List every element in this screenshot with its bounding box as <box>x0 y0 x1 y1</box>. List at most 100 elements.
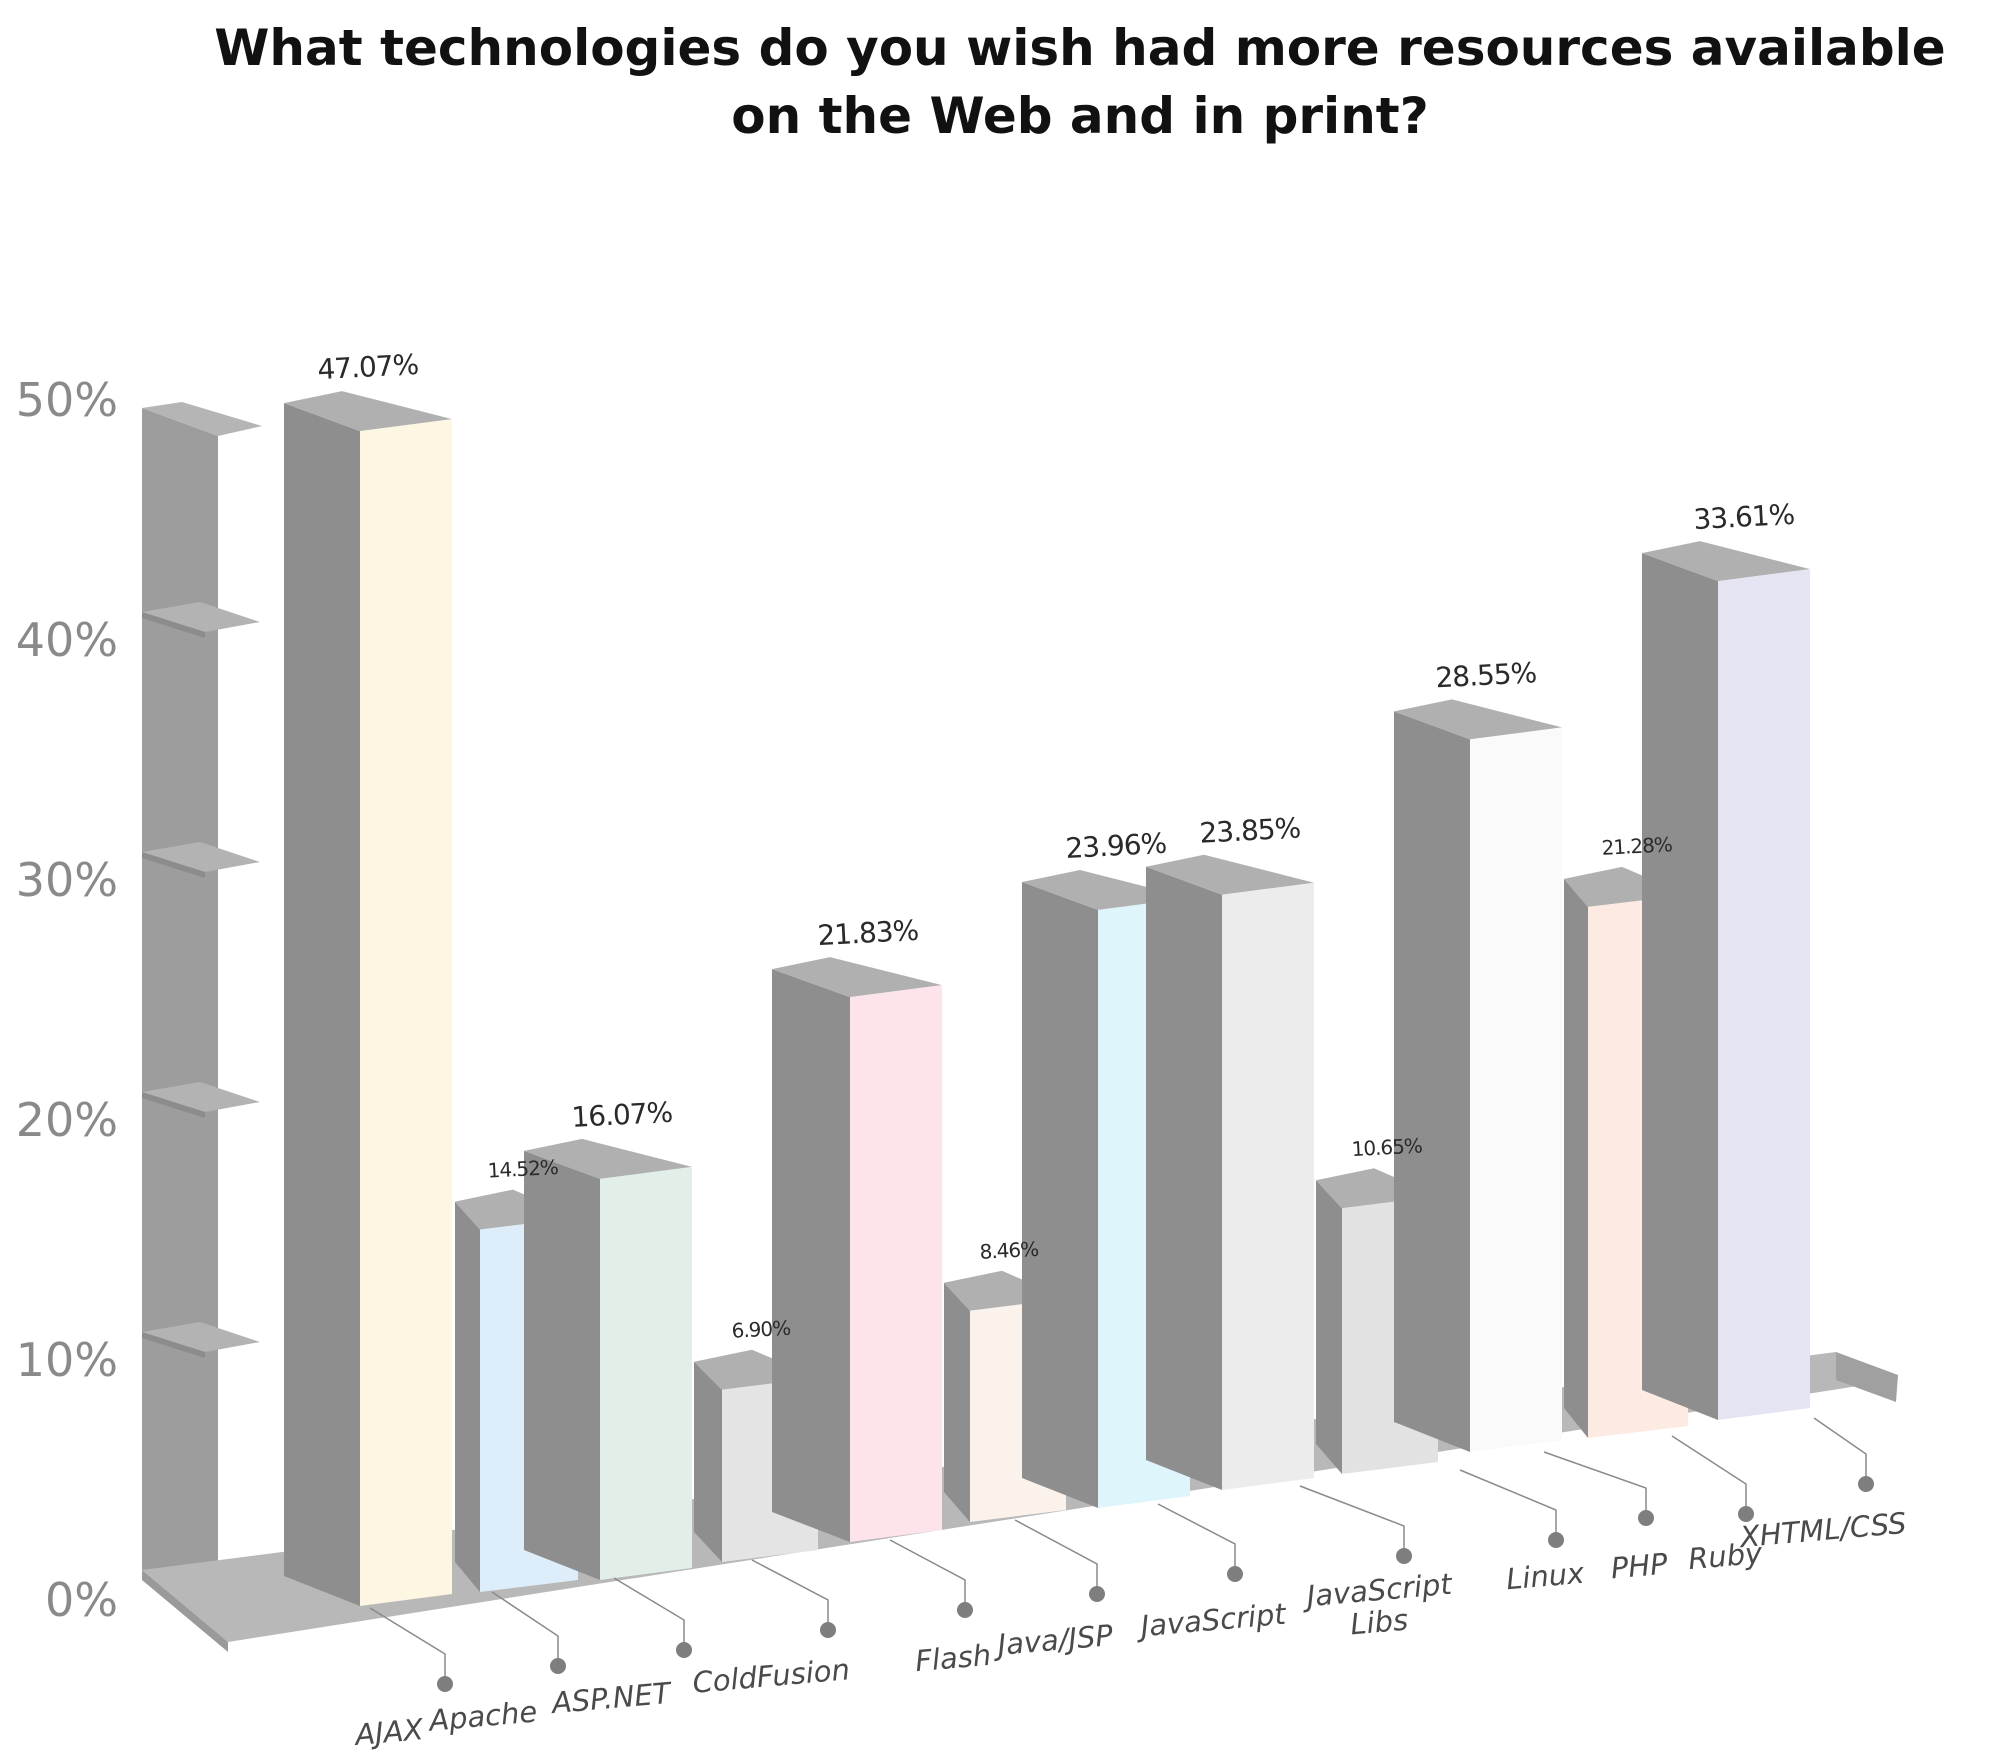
category-label-group: ColdFusion <box>691 1559 851 1700</box>
bar-top <box>524 1138 692 1179</box>
category-leader-line <box>1543 1451 1647 1518</box>
bars-layer <box>284 391 1810 1607</box>
bar-side <box>772 969 850 1542</box>
bar-side <box>944 1282 970 1522</box>
bar-value-label: 16.07% <box>571 1096 674 1134</box>
y-axis-wall-top <box>142 402 262 436</box>
bar-top <box>1642 541 1810 582</box>
y-tick-label: 30% <box>16 853 118 907</box>
category-leader-dot <box>1638 1510 1654 1526</box>
category-leader-dot <box>1738 1506 1754 1522</box>
category-label-group: Java/JSP <box>991 1519 1115 1662</box>
category-leader-dot <box>1548 1532 1564 1548</box>
category-leader-dot <box>1396 1548 1412 1564</box>
category-leader-dot <box>676 1642 692 1658</box>
category-leader-dot <box>550 1658 566 1674</box>
bar-front <box>1470 727 1562 1452</box>
category-leader-dot <box>820 1622 836 1638</box>
y-gridline-shelf-edge <box>142 612 205 638</box>
bar-value-label: 28.55% <box>1435 656 1538 694</box>
category-label-group: JavaScript <box>1134 1503 1289 1644</box>
bar-value-label: 14.52% <box>487 1155 558 1183</box>
y-tick-label: 40% <box>16 613 118 667</box>
category-label: JavaScript <box>1134 1597 1288 1644</box>
bar-value-label: 6.90% <box>731 1316 791 1343</box>
bar-side <box>1394 711 1470 1452</box>
bar-side <box>1564 878 1588 1438</box>
bar-front <box>850 985 942 1542</box>
category-label: Apache <box>426 1694 539 1737</box>
category-label: Ruby <box>1687 1536 1765 1576</box>
floor-front-edge <box>142 1570 228 1652</box>
category-leader-line <box>1459 1469 1557 1540</box>
category-leader-line <box>1671 1435 1747 1514</box>
category-leader-line <box>751 1559 829 1630</box>
y-gridline-shelf <box>142 602 260 632</box>
bar-value-label: 47.07% <box>317 348 420 386</box>
category-label: PHP <box>1609 1547 1669 1586</box>
bar-front <box>1718 569 1810 1420</box>
chart-title-line-1: What technologies do you wish had more r… <box>214 19 1946 77</box>
y-tick-label: 50% <box>16 373 118 427</box>
chart-title: What technologies do you wish had more r… <box>0 14 2000 150</box>
category-leader-line <box>1813 1417 1867 1484</box>
y-tick-label: 20% <box>16 1093 118 1147</box>
bar-front <box>600 1166 692 1580</box>
category-label-group: Apache <box>426 1591 566 1738</box>
category-label-group: AJAX <box>352 1607 453 1752</box>
y-tick-label: 0% <box>45 1573 118 1627</box>
category-leader-dot <box>1089 1586 1105 1602</box>
bar <box>284 391 452 1607</box>
bar-side <box>1146 866 1222 1490</box>
y-gridline-shelf-edge <box>142 1332 205 1358</box>
category-label-group: XHTML/CSS <box>1737 1417 1908 1554</box>
y-gridline-shelf <box>142 842 260 872</box>
bar-top <box>772 957 942 998</box>
category-label: AJAX <box>352 1712 426 1752</box>
category-label: Linux <box>1505 1556 1587 1597</box>
bar-side <box>455 1201 480 1592</box>
floor-end <box>1836 1352 1898 1402</box>
category-leader-line <box>1157 1503 1236 1574</box>
category-leader-line <box>613 1577 685 1650</box>
category-label-group: PHP <box>1543 1451 1669 1586</box>
bar-side <box>694 1361 722 1562</box>
category-leader-dot <box>1227 1566 1243 1582</box>
y-gridline-shelf <box>142 1322 260 1352</box>
bar <box>524 1138 692 1580</box>
bar-side <box>1642 553 1718 1420</box>
category-label-group: ASP.NET <box>549 1577 692 1721</box>
category-label: Flash <box>914 1638 993 1678</box>
bar <box>1642 541 1810 1420</box>
category-leader-line <box>889 1539 966 1610</box>
category-leader-line <box>1299 1485 1405 1556</box>
category-label: ColdFusion <box>691 1652 851 1700</box>
bar-value-label: 23.96% <box>1065 827 1168 865</box>
category-label: Java/JSP <box>991 1618 1114 1662</box>
category-label-group: Linux <box>1459 1469 1587 1597</box>
bar-value-label: 21.83% <box>817 914 920 952</box>
bar-top <box>1146 854 1314 895</box>
chart-title-line-2: on the Web and in print? <box>731 87 1429 145</box>
category-label-group: Ruby <box>1671 1435 1765 1576</box>
category-leader-dot <box>957 1602 973 1618</box>
bar-value-label: 8.46% <box>979 1237 1039 1264</box>
category-leader-dot <box>1858 1476 1874 1492</box>
bar <box>1394 699 1562 1452</box>
bar-side <box>1022 882 1098 1508</box>
bar-top <box>284 391 452 432</box>
bar-value-label: 21.28% <box>1601 832 1672 860</box>
category-label: ASP.NET <box>549 1676 674 1721</box>
y-axis-wall <box>142 408 218 1598</box>
bar-front <box>360 419 452 1607</box>
bar-side <box>524 1150 600 1580</box>
bar-value-label: 10.65% <box>1351 1134 1422 1162</box>
bar-side <box>1316 1180 1342 1474</box>
bar <box>772 957 942 1542</box>
bar <box>1146 854 1314 1490</box>
category-leader-line <box>491 1591 559 1666</box>
category-leader-dot <box>437 1676 453 1692</box>
bar-front <box>1222 882 1314 1490</box>
bar-value-label: 33.61% <box>1693 498 1796 536</box>
